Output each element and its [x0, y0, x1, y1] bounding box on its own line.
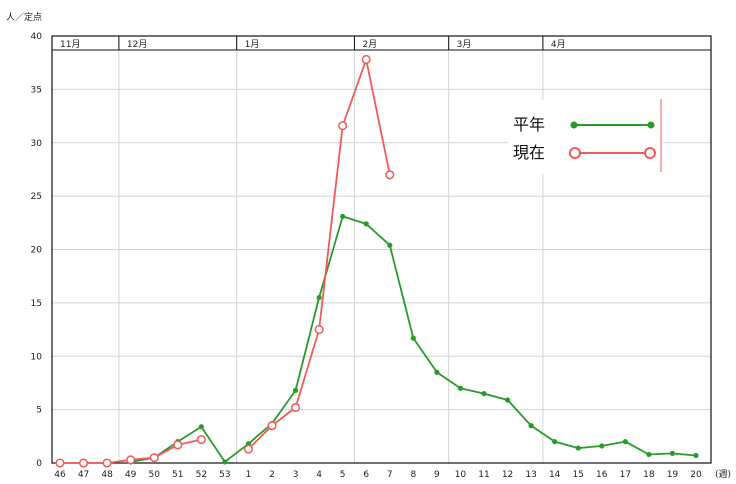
- series-point-normal: [504, 397, 511, 403]
- series-point-normal: [622, 439, 628, 445]
- series-point-normal: [599, 443, 605, 449]
- x-tick-label: 16: [596, 470, 608, 480]
- x-tick-label: 8: [410, 470, 416, 480]
- y-axis-ticks: 0 5 10 15 20 25 30 35 40: [31, 32, 43, 469]
- x-tick-label: 46: [54, 470, 66, 480]
- legend-box: [508, 100, 663, 174]
- series-point-normal: [552, 439, 558, 445]
- legend-marker-normal-end: [647, 121, 655, 129]
- series-point-current: [267, 421, 277, 431]
- x-tick-label: 51: [172, 470, 183, 480]
- series-point-current: [361, 54, 371, 65]
- plot-frame: [51, 35, 712, 464]
- x-tick-label: 10: [455, 470, 467, 480]
- month-label: 2月: [362, 39, 377, 50]
- series-point-current: [243, 444, 253, 454]
- y-unit-label: 人／定点: [6, 11, 42, 23]
- y-tick-label: 35: [31, 85, 42, 95]
- x-tick-label: 52: [196, 470, 207, 480]
- series-point-normal: [387, 242, 393, 248]
- x-tick-label: 49: [125, 470, 137, 480]
- x-tick-label: 13: [525, 470, 536, 480]
- series-point-normal: [198, 424, 204, 430]
- series-point-normal: [363, 221, 369, 227]
- x-tick-label: 2: [269, 470, 275, 480]
- month-label: 1月: [245, 39, 260, 50]
- y-tick-label: 0: [36, 459, 42, 469]
- series-point-current: [314, 325, 324, 335]
- series-line-current: [247, 58, 391, 450]
- y-tick-label: 25: [31, 192, 42, 202]
- x-tick-label: 9: [434, 470, 440, 480]
- series-point-normal: [575, 445, 581, 451]
- x-tick-label: 53: [219, 470, 230, 480]
- x-tick-label: 47: [78, 470, 89, 480]
- x-tick-label: 50: [148, 470, 160, 480]
- x-tick-label: 4: [316, 470, 322, 480]
- y-tick-label: 40: [31, 32, 43, 42]
- x-axis-ticks: 46 47 48 49 50 51 52 53 1 2 3 4 5 6 7 8 9 10 11 12 13 14 15 16 1…: [54, 470, 702, 480]
- series-point-normal: [528, 423, 534, 429]
- series-point-normal: [434, 369, 440, 375]
- series-point-normal: [669, 450, 676, 456]
- month-label: 4月: [551, 39, 566, 50]
- series-point-current: [196, 434, 206, 445]
- x-unit-label: (週): [715, 469, 731, 480]
- x-tick-label: 17: [620, 470, 631, 480]
- series-point-current: [126, 455, 136, 465]
- month-label: 3月: [457, 39, 472, 50]
- series-point-current: [102, 458, 112, 468]
- x-tick-label: 11: [478, 470, 489, 480]
- month-header: 11月 12月 1月 2月 3月 4月: [52, 36, 711, 51]
- series-point-current: [173, 440, 183, 450]
- y-tick-label: 15: [31, 299, 42, 309]
- series-point-normal: [316, 294, 322, 301]
- y-tick-label: 30: [31, 139, 43, 149]
- series-point-normal: [457, 385, 464, 391]
- series-point-normal: [340, 213, 346, 220]
- x-tick-label: 14: [549, 470, 561, 480]
- series-point-current: [338, 121, 348, 131]
- legend-marker-current-end: [644, 147, 656, 159]
- x-tick-label: 15: [572, 470, 583, 480]
- series-point-normal: [222, 459, 228, 465]
- series-group: [55, 54, 699, 468]
- series-point-normal: [481, 391, 487, 397]
- series-point-current: [79, 458, 89, 468]
- series-point-current: [291, 402, 301, 413]
- x-tick-label: 5: [340, 470, 346, 480]
- legend-label-normal: 平年: [513, 115, 545, 134]
- x-tick-label: 20: [690, 470, 702, 480]
- y-tick-label: 5: [36, 406, 42, 416]
- series-point-current: [55, 458, 65, 468]
- series-point-current: [149, 453, 159, 463]
- y-tick-label: 10: [31, 352, 43, 362]
- x-tick-label: 6: [363, 470, 369, 480]
- x-tick-label: 12: [502, 470, 513, 480]
- x-tick-label: 48: [101, 470, 113, 480]
- series-point-current: [385, 170, 395, 180]
- series-point-normal: [292, 387, 299, 394]
- month-label: 11月: [60, 39, 80, 50]
- legend: 平年 現在: [508, 99, 663, 174]
- x-tick-label: 1: [246, 470, 252, 480]
- legend-marker-normal-start: [570, 121, 578, 129]
- x-tick-label: 19: [667, 470, 679, 480]
- legend-label-current: 現在: [513, 143, 545, 162]
- series-point-normal: [646, 451, 652, 458]
- x-tick-label: 7: [387, 470, 393, 480]
- series-point-normal: [693, 452, 699, 459]
- y-tick-label: 20: [31, 246, 43, 256]
- legend-marker-current-start: [569, 147, 581, 159]
- series-point-normal: [410, 335, 416, 341]
- month-label: 12月: [127, 39, 147, 50]
- x-tick-label: 18: [643, 470, 655, 480]
- x-tick-label: 3: [293, 470, 299, 480]
